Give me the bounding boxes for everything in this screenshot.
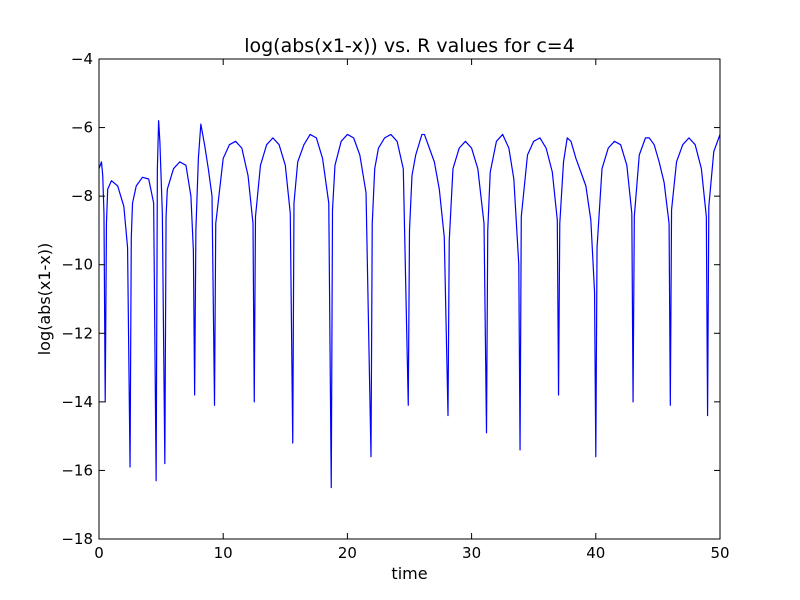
y-axis-label: log(abs(x1-x)) bbox=[35, 243, 54, 356]
x-tick-label: 40 bbox=[586, 544, 605, 562]
x-tick-label: 0 bbox=[94, 544, 104, 562]
x-tick-label: 30 bbox=[462, 544, 481, 562]
y-tick-label: −14 bbox=[61, 393, 93, 411]
y-tick-label: −12 bbox=[61, 324, 93, 342]
y-axis: −18 −16 −14 −12 −10 −8 −6 −4 bbox=[61, 50, 720, 548]
y-tick-label: −10 bbox=[61, 256, 93, 274]
y-tick-label: −16 bbox=[61, 461, 93, 479]
x-axis-label: time bbox=[391, 564, 427, 583]
x-tick-label: 20 bbox=[338, 544, 357, 562]
y-tick-label: −18 bbox=[61, 530, 93, 548]
y-tick-label: −4 bbox=[71, 50, 93, 68]
x-axis: 0 10 20 30 40 50 bbox=[94, 59, 730, 562]
y-tick-label: −8 bbox=[71, 187, 93, 205]
series-line-1 bbox=[99, 120, 720, 489]
x-tick-label: 10 bbox=[214, 544, 233, 562]
series-layer bbox=[99, 120, 720, 489]
y-tick-label: −6 bbox=[71, 119, 93, 137]
chart-title: log(abs(x1-x)) vs. R values for c=4 bbox=[244, 35, 575, 57]
x-tick-label: 50 bbox=[710, 544, 729, 562]
plot-frame bbox=[98, 58, 721, 540]
